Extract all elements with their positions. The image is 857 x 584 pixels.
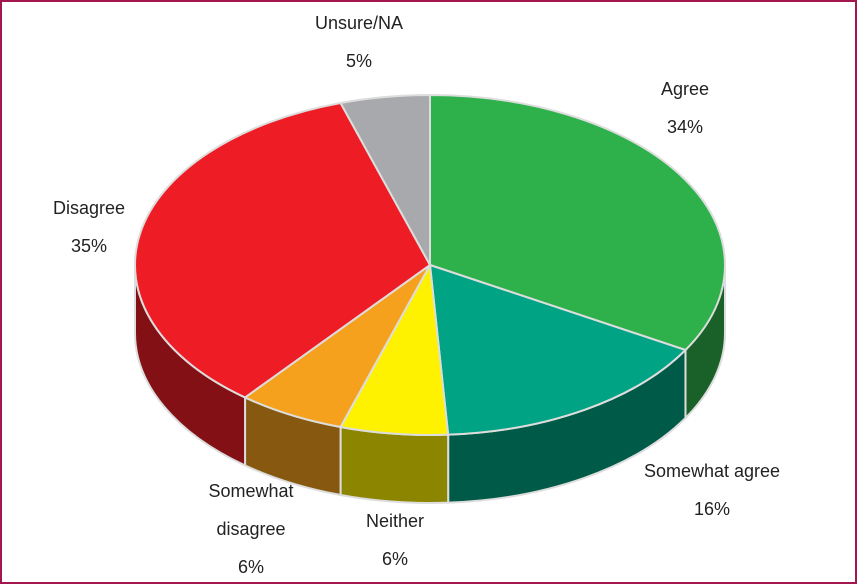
slice-label: Somewhat agree 16% [612,452,812,528]
value-label: 35% [70,236,108,256]
category-label: Somewhat disagree [208,481,294,539]
slice [429,93,726,352]
slice [134,101,432,399]
value-label: 16% [693,499,731,519]
category-label: Agree [660,79,710,99]
slice [428,263,688,436]
slice-label: Disagree 35% [19,189,159,265]
value-label: 34% [666,117,704,137]
slice-label: Somewhat disagree 6% [196,472,306,582]
slice-label: Agree 34% [585,70,785,146]
category-label: Somewhat agree [643,461,781,481]
category-label: Unsure/NA [314,13,404,33]
slice-label: Unsure/NA 5% [279,4,439,80]
category-label: Neither [365,511,425,531]
value-label: 6% [381,549,408,569]
value-label: 6% [237,557,264,577]
slice-label: Neither 6% [325,502,465,578]
value-label: 5% [345,51,372,71]
slice [339,93,431,266]
category-label: Disagree [52,198,126,218]
slice-side [339,425,450,504]
